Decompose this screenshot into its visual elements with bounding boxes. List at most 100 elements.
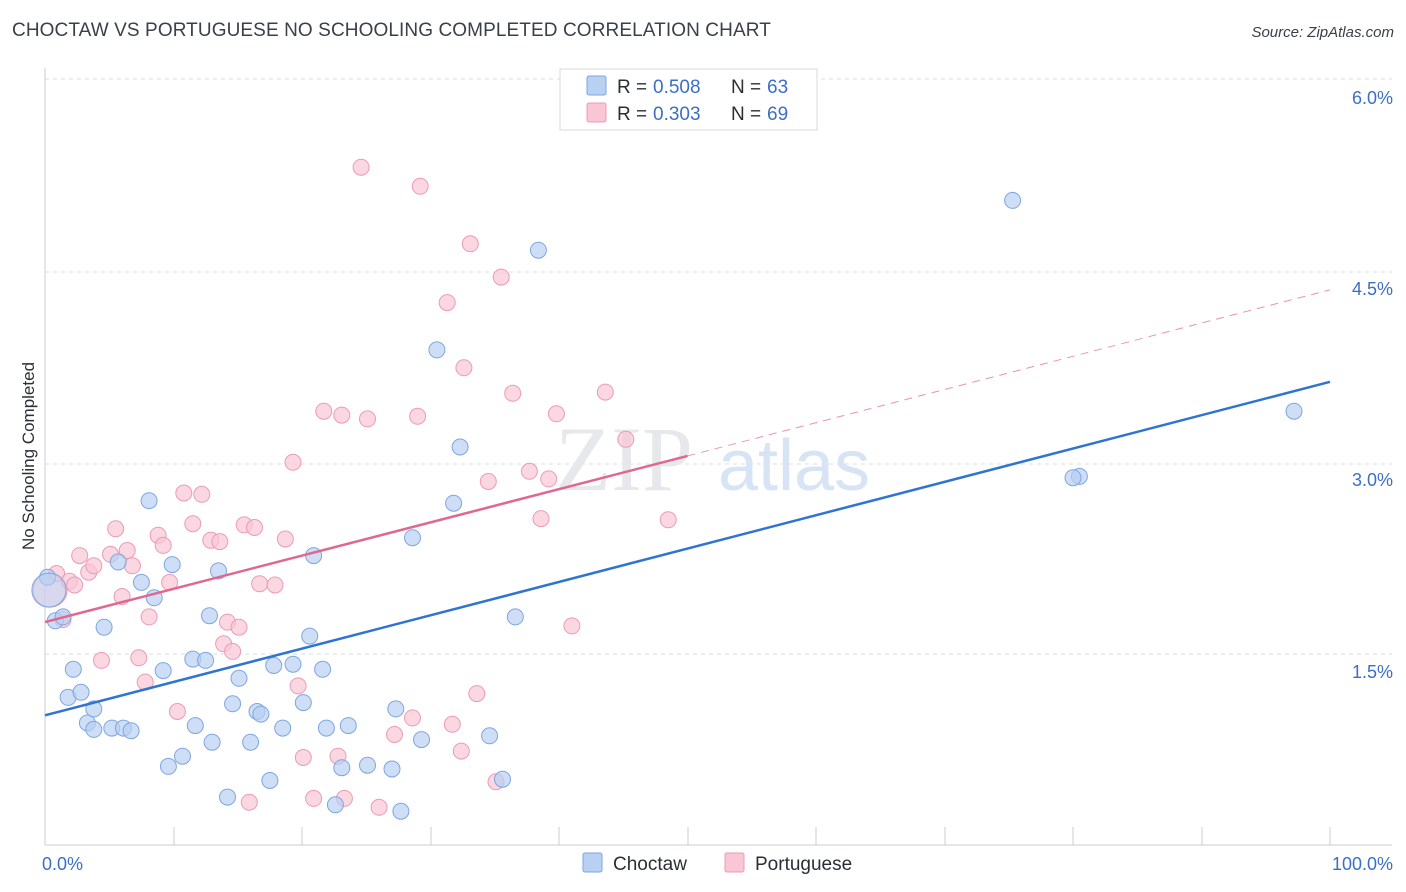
portuguese-point-25 [211, 533, 229, 551]
choctaw-point-7 [85, 720, 103, 738]
portuguese-trend-extension [687, 289, 1331, 457]
portuguese-point-59 [520, 462, 538, 480]
choctaw-point-57 [529, 241, 547, 259]
choctaw-point-41 [317, 719, 335, 737]
legend-swatch-portuguese [586, 102, 607, 123]
choctaw-point-30 [242, 733, 260, 751]
choctaw-point-55 [494, 770, 511, 788]
choctaw-point-19 [163, 556, 181, 574]
choctaw-point-34 [265, 657, 283, 674]
choctaw-point-47 [387, 700, 405, 718]
portuguese-point-60 [532, 510, 550, 528]
portuguese-point-22 [184, 515, 202, 533]
portuguese-point-53 [461, 235, 479, 253]
portuguese-point-50 [443, 715, 461, 733]
source-credit: Source: ZipAtlas.com [1251, 24, 1394, 41]
choctaw-points [31, 191, 1303, 820]
portuguese-point-31 [240, 793, 258, 811]
choctaw-point-18 [159, 757, 177, 775]
portuguese-point-28 [224, 642, 242, 660]
choctaw-point-24 [201, 607, 218, 625]
x-tick-labels: 0.0% 100.0% [42, 854, 1393, 874]
choctaw-point-28 [224, 695, 242, 713]
portuguese-point-64 [596, 383, 614, 401]
portuguese-point-5 [71, 547, 89, 565]
choctaw-point-46 [383, 760, 401, 778]
x-tick-label-1: 100.0% [1332, 854, 1393, 874]
choctaw-point-44 [339, 717, 357, 735]
choctaw-point-3 [64, 660, 82, 678]
x-tick-label-0: 0.0% [42, 854, 83, 874]
choctaw-point-17 [154, 662, 172, 680]
portuguese-point-66 [659, 511, 677, 529]
portuguese-point-34 [266, 576, 284, 594]
portuguese-point-65 [617, 430, 635, 448]
legend-swatch-choctaw [586, 75, 607, 96]
legend-r-label-portuguese: R = [617, 104, 647, 125]
choctaw-point-53 [451, 438, 469, 456]
portuguese-point-18 [154, 536, 172, 554]
bottom-legend-label-portuguese: Portuguese [755, 854, 852, 875]
legend-n-value-choctaw: 63 [767, 77, 788, 98]
y-tick-label-1: 3.0% [1352, 470, 1393, 490]
portuguese-point-57 [492, 268, 510, 286]
portuguese-point-45 [370, 798, 388, 816]
choctaw-point-29 [230, 669, 248, 687]
choctaw-point-22 [186, 717, 204, 735]
portuguese-point-4 [66, 576, 84, 594]
portuguese-point-40 [315, 402, 333, 420]
y-tick-labels: 1.5% 3.0% 4.5% 6.0% [1352, 88, 1393, 682]
portuguese-point-42 [333, 406, 351, 424]
watermark-zip: ZIP [555, 408, 693, 510]
choctaw-point-32 [252, 705, 270, 723]
portuguese-point-67 [352, 158, 370, 176]
portuguese-point-61 [540, 470, 558, 488]
portuguese-point-46 [386, 726, 403, 743]
portuguese-point-21 [175, 484, 193, 502]
portuguese-point-35 [276, 530, 294, 548]
legend-r-label-choctaw: R = [617, 77, 647, 98]
choctaw-point-27 [219, 788, 236, 806]
legend-n-label-portuguese: N = [731, 104, 761, 125]
portuguese-point-13 [123, 557, 141, 575]
chart-title: CHOCTAW VS PORTUGUESE NO SCHOOLING COMPL… [12, 20, 771, 41]
portuguese-point-38 [294, 749, 312, 766]
choctaw-point-25 [203, 733, 221, 751]
portuguese-point-23 [193, 485, 211, 503]
choctaw-point-20 [174, 747, 191, 765]
choctaw-point-60 [1064, 469, 1082, 487]
portuguese-point-7 [85, 557, 103, 575]
trend-lines [44, 289, 1331, 717]
choctaw-point-15 [140, 492, 158, 510]
choctaw-point-38 [301, 627, 319, 645]
choctaw-point-36 [284, 655, 302, 673]
correlation-legend: R = 0.508 N = 63 R = 0.303 N = 69 [559, 68, 818, 131]
choctaw-point-14 [132, 573, 150, 591]
portuguese-point-29 [230, 618, 248, 636]
legend-n-label-choctaw: N = [731, 77, 761, 98]
portuguese-point-36 [284, 453, 302, 471]
bottom-legend-swatch-portuguese [724, 852, 745, 873]
choctaw-point-48 [392, 802, 410, 820]
choctaw-point-58 [1004, 191, 1022, 209]
portuguese-point-62 [547, 405, 565, 423]
y-axis-label: No Schooling Completed [19, 362, 38, 550]
choctaw-point-5 [72, 683, 90, 701]
portuguese-point-63 [563, 617, 581, 635]
choctaw-point-9 [95, 618, 113, 636]
portuguese-point-47 [404, 709, 421, 727]
portuguese-point-54 [468, 685, 486, 703]
portuguese-point-51 [452, 742, 470, 760]
choctaw-point-40 [314, 660, 332, 678]
choctaw-point-23 [197, 651, 215, 669]
y-tick-label-0: 1.5% [1352, 662, 1393, 682]
portuguese-point-33 [251, 575, 269, 593]
series-legend: Choctaw Portuguese [582, 852, 852, 875]
legend-n-value-portuguese: 69 [767, 104, 788, 125]
portuguese-point-55 [479, 473, 497, 490]
portuguese-point-49 [438, 294, 456, 312]
choctaw-point-61 [1285, 402, 1303, 420]
portuguese-point-10 [107, 520, 125, 538]
portuguese-point-58 [504, 384, 522, 402]
